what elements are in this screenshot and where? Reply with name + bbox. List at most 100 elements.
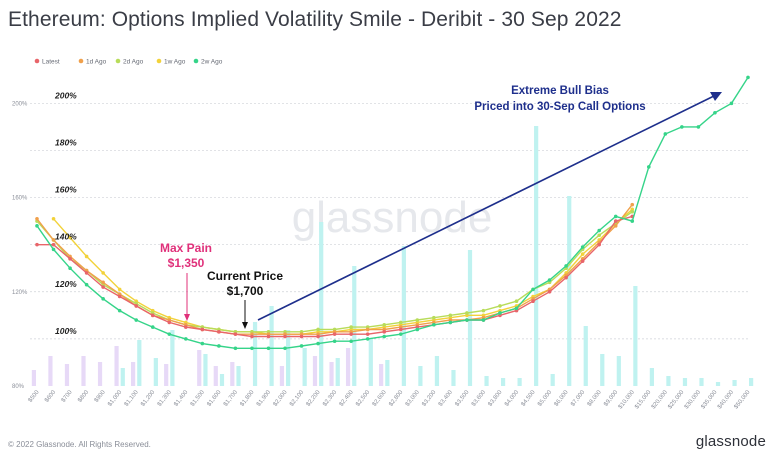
data-point bbox=[415, 318, 420, 322]
data-point bbox=[613, 224, 618, 228]
x-tick-label: $900 bbox=[94, 389, 107, 404]
volume-bar-purple bbox=[329, 362, 334, 386]
data-point bbox=[448, 313, 453, 318]
data-point bbox=[101, 297, 105, 301]
data-point bbox=[101, 285, 105, 289]
data-point bbox=[167, 332, 172, 336]
legend-label: 2w Ago bbox=[201, 59, 223, 66]
y-tick-label: 80% bbox=[12, 384, 25, 390]
x-tick-label: $1,900 bbox=[256, 389, 272, 408]
data-point bbox=[84, 282, 89, 287]
x-tick-label: $6,000 bbox=[554, 389, 570, 408]
volume-bar-purple bbox=[48, 356, 53, 386]
volume-bar-purple bbox=[131, 362, 136, 386]
volume-bar-cyan bbox=[484, 376, 489, 386]
volume-bar-cyan bbox=[269, 306, 274, 386]
volume-bar-purple bbox=[164, 364, 169, 386]
data-point bbox=[35, 242, 39, 247]
data-point bbox=[398, 320, 403, 325]
volume-bar-cyan bbox=[550, 374, 555, 386]
volume-bar-cyan bbox=[401, 246, 406, 386]
volume-bar-purple bbox=[279, 366, 285, 386]
max-pain-value: $1,350 bbox=[168, 256, 205, 270]
data-point bbox=[283, 334, 287, 339]
data-point bbox=[564, 275, 568, 280]
bull-bias-arrow bbox=[257, 93, 719, 321]
x-tick-label: $4,500 bbox=[521, 389, 537, 408]
legend: Latest 1d Ago 2d Ago 1w Ago 2w Ago bbox=[34, 58, 223, 66]
x-tick-label: $2,100 bbox=[289, 389, 305, 408]
data-point bbox=[84, 271, 89, 275]
volume-bar-cyan bbox=[732, 380, 737, 386]
major-tick-label: 160% bbox=[55, 185, 77, 195]
x-tick-label: $2,500 bbox=[355, 389, 371, 408]
volume-bar-cyan bbox=[170, 330, 175, 386]
x-tick-label: $3,200 bbox=[421, 389, 437, 408]
x-tick-label: $2,300 bbox=[322, 389, 338, 408]
volume-bar-cyan bbox=[252, 322, 258, 386]
volume-bar-cyan bbox=[137, 340, 142, 386]
data-point bbox=[481, 308, 486, 313]
volume-bar-cyan bbox=[434, 356, 440, 386]
volume-bar-purple bbox=[230, 362, 235, 386]
data-point bbox=[332, 339, 337, 344]
data-point bbox=[613, 214, 618, 219]
data-point bbox=[217, 344, 221, 348]
x-tick-label: $2,400 bbox=[339, 389, 355, 408]
x-tick-label: $3,600 bbox=[471, 389, 487, 408]
series-line-1w-ago bbox=[52, 208, 633, 335]
data-point bbox=[101, 271, 105, 275]
volume-bar-cyan bbox=[335, 358, 340, 386]
current-price-label: Current Price bbox=[207, 269, 283, 283]
data-point bbox=[613, 219, 618, 223]
data-point bbox=[432, 315, 436, 320]
data-point bbox=[349, 332, 353, 336]
data-point bbox=[332, 332, 337, 336]
x-tick-label: $3,000 bbox=[405, 389, 421, 408]
volume-bar-cyan bbox=[500, 378, 506, 386]
volume-bar-cyan bbox=[302, 348, 307, 386]
volume-bar-cyan bbox=[567, 196, 572, 386]
x-tick-label: $1,300 bbox=[157, 389, 173, 408]
volume-bar-cyan bbox=[385, 360, 390, 386]
major-tick-label: 120% bbox=[55, 279, 77, 289]
data-point bbox=[547, 278, 552, 282]
current-price-arrowhead bbox=[242, 322, 248, 329]
data-point bbox=[51, 216, 56, 221]
data-point bbox=[481, 318, 486, 322]
x-tick-label: $5,000 bbox=[537, 389, 553, 408]
major-tick-label: 200% bbox=[54, 90, 77, 100]
bull-bias-line2: Priced into 30-Sep Call Options bbox=[474, 101, 645, 113]
data-point bbox=[217, 330, 221, 334]
legend-label: 1d Ago bbox=[86, 59, 107, 66]
data-point bbox=[101, 280, 105, 285]
volume-bar-cyan bbox=[319, 222, 324, 386]
data-point bbox=[663, 132, 668, 136]
volume-bar-cyan bbox=[451, 370, 456, 386]
data-point bbox=[200, 341, 205, 346]
legend-marker bbox=[193, 58, 199, 64]
data-point bbox=[167, 320, 172, 325]
x-tick-label: $1,700 bbox=[223, 389, 239, 408]
volume-bar-purple bbox=[312, 356, 318, 386]
legend-marker bbox=[156, 58, 162, 64]
data-point bbox=[382, 322, 387, 327]
volume-bar-cyan bbox=[616, 356, 621, 386]
data-point bbox=[514, 306, 519, 311]
volume-bar-purple bbox=[114, 346, 119, 386]
x-tick-label: $1,800 bbox=[239, 389, 255, 408]
volume-bar-cyan bbox=[583, 326, 588, 386]
x-tick-label: $2,200 bbox=[306, 389, 322, 408]
major-tick-label: 100% bbox=[55, 326, 77, 336]
data-point bbox=[580, 259, 585, 263]
data-point bbox=[299, 334, 304, 339]
data-point bbox=[597, 233, 601, 238]
data-point bbox=[117, 308, 122, 313]
data-point bbox=[680, 125, 684, 129]
data-point bbox=[630, 219, 635, 223]
volume-bar-cyan bbox=[352, 266, 357, 386]
data-point bbox=[398, 332, 403, 336]
data-point bbox=[498, 311, 502, 315]
x-axis: $500 $600 $700 $800 $900 $1,000 $1,100 $1,200 $1… bbox=[28, 389, 752, 410]
data-point bbox=[597, 242, 601, 247]
